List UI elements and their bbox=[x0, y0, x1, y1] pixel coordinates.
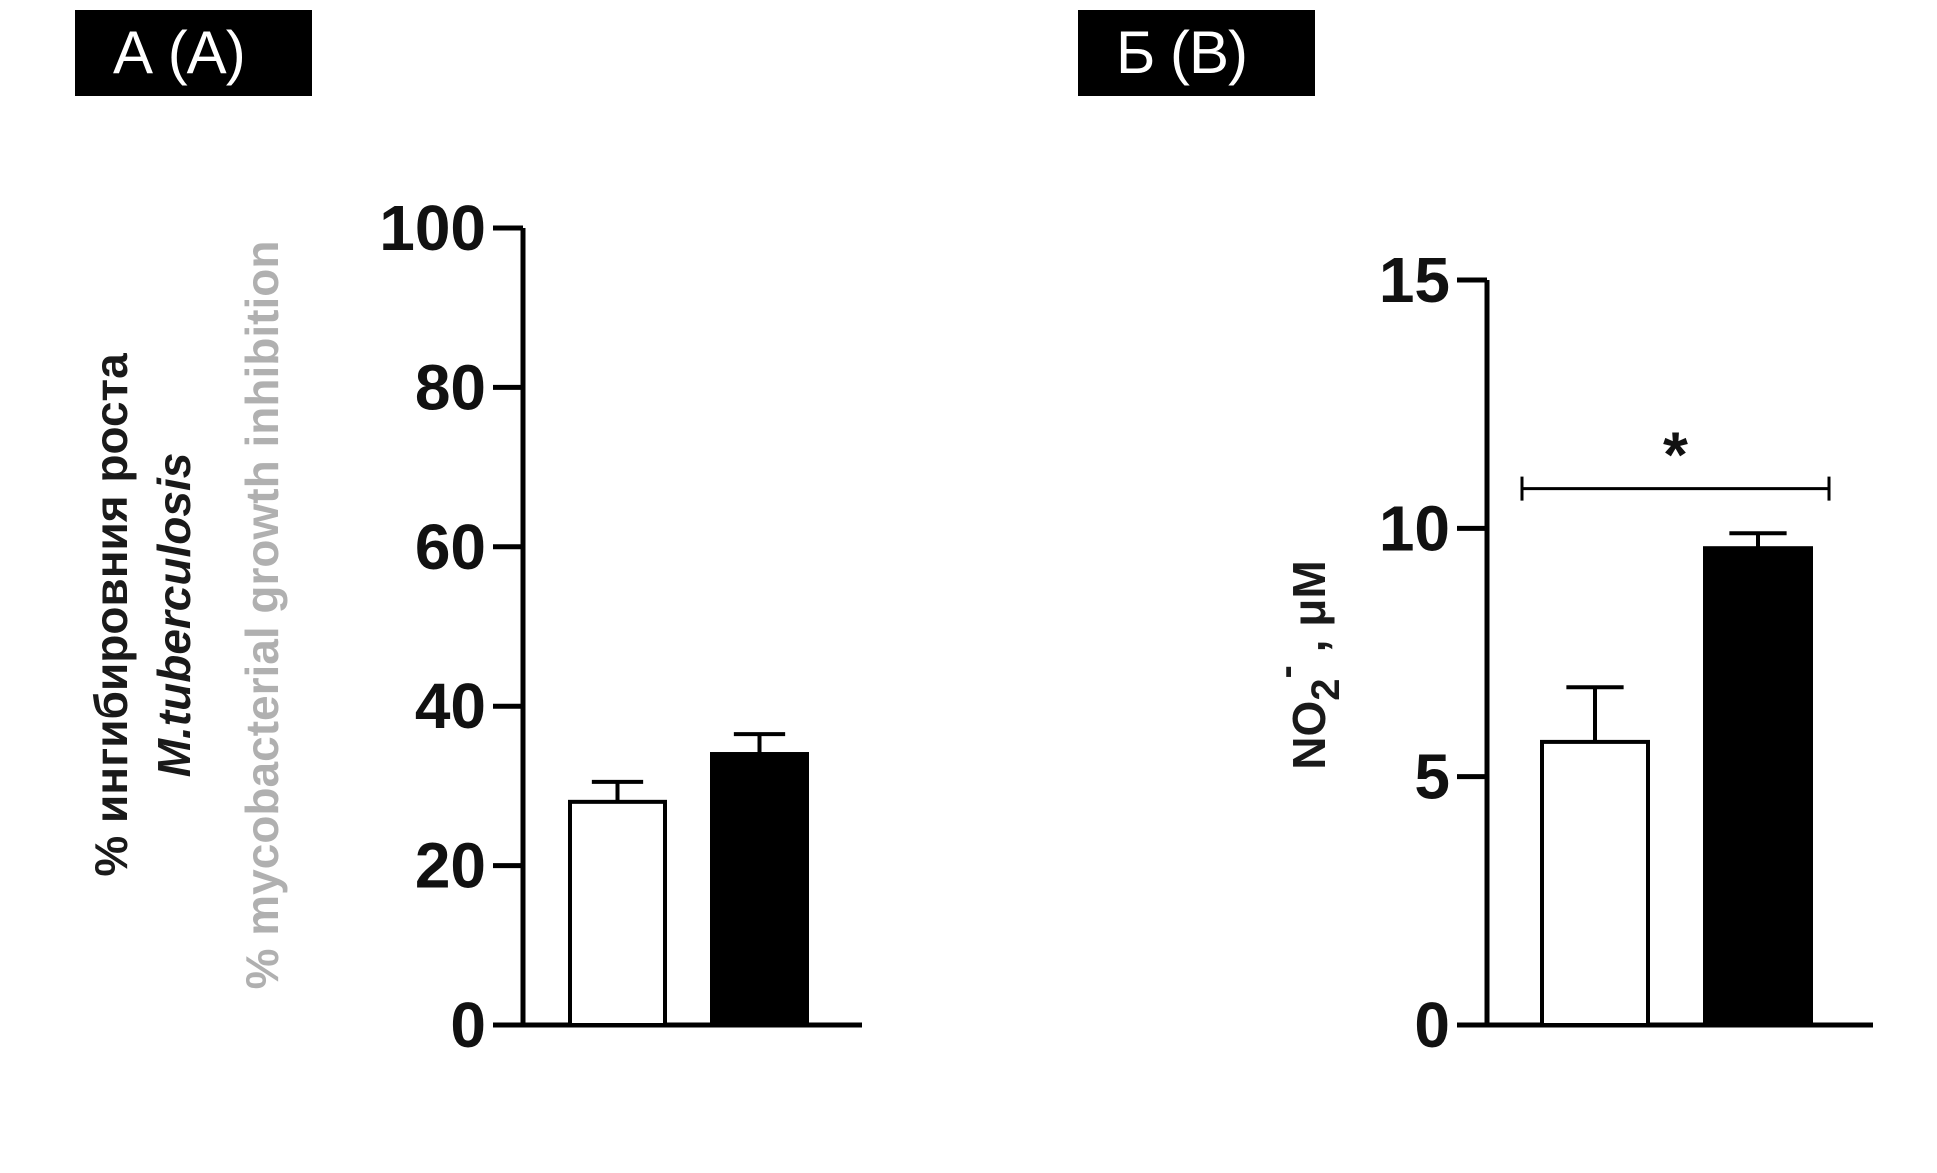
y-axis-title-no2: NO2- , μM bbox=[1264, 560, 1348, 769]
panel-a-label: А (A) bbox=[75, 10, 312, 96]
y-tick-label: 10 bbox=[1379, 492, 1450, 564]
bar bbox=[1540, 739, 1650, 1028]
y-tick-label: 60 bbox=[415, 511, 486, 583]
y-tick-label: 0 bbox=[450, 989, 486, 1061]
y-tick-label: 100 bbox=[379, 192, 486, 264]
panel-b-label: Б (B) bbox=[1078, 10, 1315, 96]
y-tick-label: 15 bbox=[1379, 244, 1450, 316]
bar bbox=[710, 752, 809, 1028]
significance-label: * bbox=[1663, 419, 1688, 491]
bar bbox=[568, 799, 667, 1028]
y-tick-label: 40 bbox=[415, 670, 486, 742]
chart-panel-a: 0 20 40 60 80 100 bbox=[379, 192, 862, 1061]
bar bbox=[1703, 546, 1813, 1027]
y-tick-label: 0 bbox=[1414, 989, 1450, 1061]
y-tick-label: 20 bbox=[415, 830, 486, 902]
y-axis-title-ru: % ингибировния роста bbox=[85, 353, 137, 877]
y-axis-title-en: % mycobacterial growth inhibition bbox=[236, 241, 288, 990]
y-axis-title-organism: M.tuberculosis bbox=[148, 453, 200, 778]
chart-panel-b: 0 5 10 15 * bbox=[1379, 244, 1873, 1061]
y-tick-label: 5 bbox=[1414, 741, 1450, 813]
y-tick-label: 80 bbox=[415, 351, 486, 423]
